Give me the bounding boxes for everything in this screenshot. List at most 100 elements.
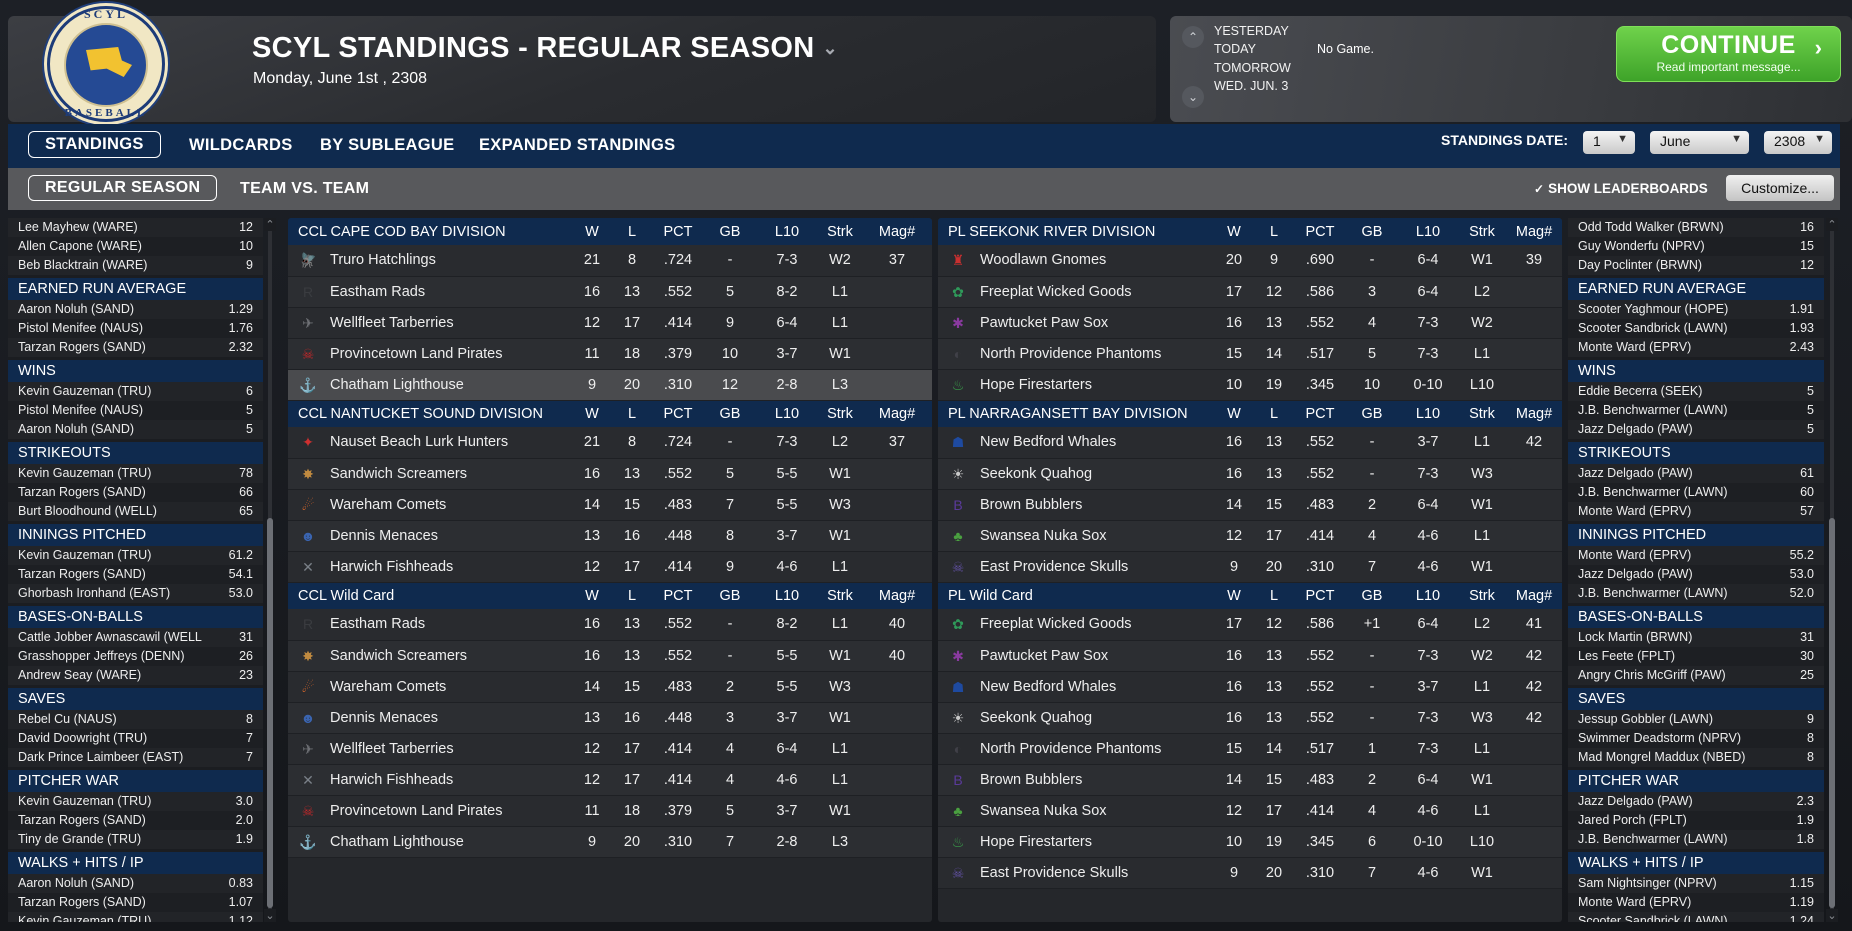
team-name[interactable]: Hope Firestarters [980, 833, 1093, 850]
team-row[interactable]: ✈ Wellfleet Tarberries 12 17.414 9 6-4 L1 [288, 307, 932, 339]
team-row[interactable]: ☠ East Providence Skulls 9 20.310 7 4-6 W1 [938, 551, 1562, 583]
schedule-next-day[interactable]: WED. JUN. 3 [1214, 79, 1289, 93]
column-header-w[interactable]: W [1214, 218, 1254, 245]
schedule-yesterday[interactable]: YESTERDAY [1214, 24, 1289, 38]
leader-row[interactable]: Sam Nightsinger (NPRV) 1.15 [1568, 874, 1824, 893]
team-row[interactable]: ✈ Wellfleet Tarberries 12 17.414 4 6-4 L1 [288, 733, 932, 765]
team-name[interactable]: Wellfleet Tarberries [330, 314, 454, 331]
team-cell[interactable]: 🪰 Truro Hatchlings [288, 245, 572, 277]
leader-row[interactable]: Lee Mayhew (WARE) 12 [8, 218, 263, 237]
leader-row[interactable]: Monte Ward (EPRV) 57 [1568, 502, 1824, 521]
team-row[interactable]: ✱ Pawtucket Paw Sox 16 13.552-7-3 W2 42 [938, 640, 1562, 672]
team-name[interactable]: Eastham Rads [330, 616, 426, 633]
column-header-pct[interactable]: PCT [652, 582, 704, 609]
team-row[interactable]: ☠ East Providence Skulls 9 20.310 7 4-6 W1 [938, 857, 1562, 889]
column-header-w[interactable]: W [572, 218, 612, 245]
column-header-pct[interactable]: PCT [1294, 400, 1346, 427]
leader-row[interactable]: Tarzan Rogers (SAND) 1.07 [8, 893, 263, 912]
leader-row[interactable]: Guy Wonderfu (NPRV) 15 [1568, 237, 1824, 256]
scrollbar-thumb[interactable] [1829, 518, 1835, 908]
team-name[interactable]: Sandwich Screamers [330, 647, 467, 664]
team-cell[interactable]: ◐ North Providence Phantoms [938, 338, 1214, 370]
column-header-gb[interactable]: GB [704, 582, 756, 609]
column-header-strk[interactable]: Strk [1458, 582, 1506, 609]
team-name[interactable]: Swansea Nuka Sox [980, 527, 1107, 544]
leader-row[interactable]: Tarzan Rogers (SAND) 2.32 [8, 338, 263, 357]
leader-row[interactable]: Swimmer Deadstorm (NPRV) 8 [1568, 729, 1824, 748]
tab-expanded-standings[interactable]: EXPANDED STANDINGS [479, 136, 676, 154]
team-row[interactable]: ♜ Woodlawn Gnomes 20 9.690-6-4 W1 39 [938, 245, 1562, 277]
leader-row[interactable]: Jazz Delgado (PAW) 61 [1568, 464, 1824, 483]
team-cell[interactable]: ☠ Provincetown Land Pirates [288, 795, 572, 827]
column-header-strk[interactable]: Strk [1458, 400, 1506, 427]
team-cell[interactable]: ✿ Freeplat Wicked Goods [938, 609, 1214, 641]
column-header-magnum[interactable]: Mag# [862, 582, 932, 609]
column-header-gb[interactable]: GB [1346, 582, 1398, 609]
leader-row[interactable]: Allen Capone (WARE) 10 [8, 237, 263, 256]
team-cell[interactable]: B Brown Bubblers [938, 489, 1214, 521]
team-row[interactable]: R Eastham Rads 16 13.552-8-2 L1 40 [288, 609, 932, 641]
team-cell[interactable]: ☀ Seekonk Quahog [938, 458, 1214, 490]
leader-row[interactable]: Kevin Gauzeman (TRU) 6 [8, 382, 263, 401]
team-row[interactable]: ☀ Seekonk Quahog 16 13.552-7-3 W3 [938, 458, 1562, 490]
column-header-magnum[interactable]: Mag# [1506, 218, 1562, 245]
column-header-strk[interactable]: Strk [818, 582, 862, 609]
leader-row[interactable]: Scooter Yaghmour (HOPE) 1.91 [1568, 300, 1824, 319]
team-cell[interactable]: ♜ Woodlawn Gnomes [938, 245, 1214, 277]
leader-row[interactable]: Beb Blacktrain (WARE) 9 [8, 256, 263, 275]
team-cell[interactable]: ☠ East Providence Skulls [938, 551, 1214, 583]
column-header-l[interactable]: L [612, 400, 652, 427]
continue-button[interactable]: CONTINUE Read important message... › [1616, 26, 1841, 82]
left-scrollbar[interactable]: ⌃ ⌄ [264, 218, 276, 922]
team-cell[interactable]: ☻ Dennis Menaces [288, 520, 572, 552]
chevron-up-icon[interactable]: ⌃ [264, 218, 276, 231]
team-cell[interactable]: ☀ Seekonk Quahog [938, 702, 1214, 734]
team-cell[interactable]: ♨ Hope Firestarters [938, 369, 1214, 401]
team-name[interactable]: Brown Bubblers [980, 496, 1083, 513]
team-row[interactable]: ◐ North Providence Phantoms 15 14.517 5 7-3 L1 [938, 338, 1562, 370]
leader-row[interactable]: Monte Ward (EPRV) 2.43 [1568, 338, 1824, 357]
column-header-l[interactable]: L [612, 582, 652, 609]
column-header-gb[interactable]: GB [704, 400, 756, 427]
schedule-today[interactable]: TODAY [1214, 42, 1256, 56]
leader-row[interactable]: Eddie Becerra (SEEK) 5 [1568, 382, 1824, 401]
team-name[interactable]: Brown Bubblers [980, 771, 1083, 788]
leader-row[interactable]: Tarzan Rogers (SAND) 66 [8, 483, 263, 502]
team-name[interactable]: Wareham Comets [330, 496, 447, 513]
leader-row[interactable]: Jazz Delgado (PAW) 5 [1568, 420, 1824, 439]
leader-row[interactable]: Tarzan Rogers (SAND) 54.1 [8, 565, 263, 584]
column-header-l[interactable]: L [1254, 400, 1294, 427]
team-row[interactable]: ☗ New Bedford Whales 16 13.552-3-7 L1 42 [938, 427, 1562, 459]
leader-row[interactable]: Aaron Noluh (SAND) 5 [8, 420, 263, 439]
team-row[interactable]: ☀ Seekonk Quahog 16 13.552-7-3 W3 42 [938, 702, 1562, 734]
team-cell[interactable]: ☄ Wareham Comets [288, 489, 572, 521]
customize-button[interactable]: Customize... [1726, 175, 1834, 201]
team-name[interactable]: Dennis Menaces [330, 709, 438, 726]
team-row[interactable]: ☠ Provincetown Land Pirates 11 18.379 10 3-7 W… [288, 338, 932, 370]
leader-row[interactable]: Kevin Gauzeman (TRU) 3.0 [8, 792, 263, 811]
team-row[interactable]: ♨ Hope Firestarters 10 19.345 6 0-10 L10 [938, 826, 1562, 858]
team-name[interactable]: Pawtucket Paw Sox [980, 647, 1109, 664]
leader-row[interactable]: J.B. Benchwarmer (LAWN) 1.8 [1568, 830, 1824, 849]
column-header-pct[interactable]: PCT [1294, 218, 1346, 245]
chevron-down-icon[interactable]: ⌄ [264, 909, 276, 922]
team-cell[interactable]: ♨ Hope Firestarters [938, 826, 1214, 858]
team-name[interactable]: North Providence Phantoms [980, 345, 1162, 362]
leader-row[interactable]: Lock Martin (BRWN) 31 [1568, 628, 1824, 647]
chevron-up-icon[interactable]: ⌃ [1826, 218, 1838, 231]
team-cell[interactable]: ☗ New Bedford Whales [938, 427, 1214, 459]
team-cell[interactable]: ✱ Pawtucket Paw Sox [938, 640, 1214, 672]
leader-row[interactable]: Mad Mongrel Maddux (NBED) 8 [1568, 748, 1824, 767]
team-name[interactable]: New Bedford Whales [980, 678, 1117, 695]
team-cell[interactable]: ✕ Harwich Fishheads [288, 764, 572, 796]
team-name[interactable]: Swansea Nuka Sox [980, 802, 1107, 819]
day-select[interactable]: 1 ▼ [1583, 131, 1635, 154]
team-row[interactable]: 🪰 Truro Hatchlings 21 8.724-7-3 W2 37 [288, 245, 932, 277]
chevron-down-icon[interactable]: ⌄ [1826, 909, 1838, 922]
column-header-strk[interactable]: Strk [1458, 218, 1506, 245]
leader-row[interactable]: Burt Bloodhound (WELL) 65 [8, 502, 263, 521]
team-row[interactable]: R Eastham Rads 16 13.552 5 8-2 L1 [288, 276, 932, 308]
team-name[interactable]: Nauset Beach Lurk Hunters [330, 434, 509, 451]
leader-row[interactable]: Dark Prince Laimbeer (EAST) 7 [8, 748, 263, 767]
team-row[interactable]: ✕ Harwich Fishheads 12 17.414 4 4-6 L1 [288, 764, 932, 796]
